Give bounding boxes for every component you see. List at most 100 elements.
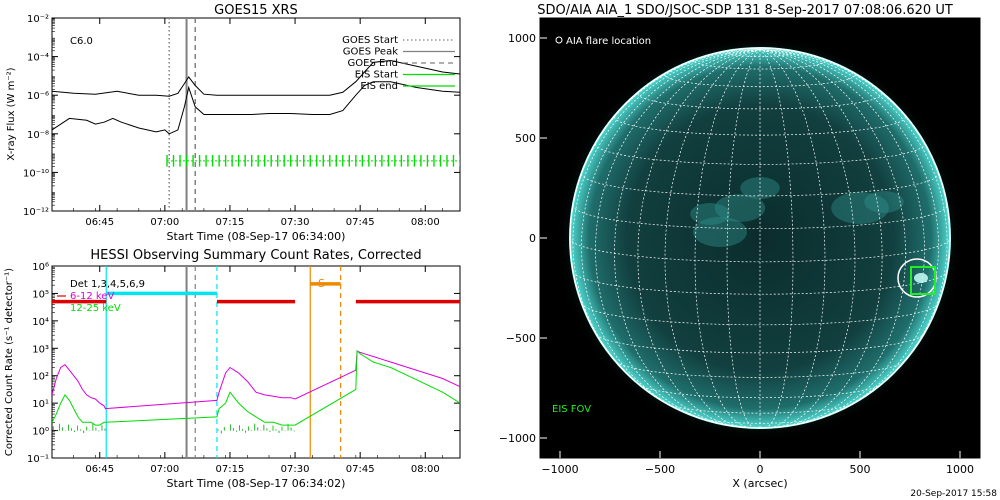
heliographic-grid-line: [581, 303, 939, 326]
heliographic-grid-line: [595, 143, 925, 165]
sun-disk: [556, 34, 964, 442]
aia-y-axis: 1000 500 0 −500 −1000: [499, 32, 547, 445]
eis-fov-box: [910, 266, 936, 295]
goes-x-tick-label: 08:00: [411, 217, 440, 228]
heliographic-grid-line: [694, 60, 826, 70]
heliographic-grid-line: [759, 49, 856, 428]
goes-x-tick-label: 07:00: [150, 217, 179, 228]
hessi-y-tick-label: 10²: [32, 372, 49, 383]
aia-y-tick-label: 1000: [508, 32, 536, 45]
heliographic-grid-line: [694, 49, 761, 429]
aia-x-label: X (arcsec): [732, 477, 787, 490]
goes-y-tick-label: 10⁻⁸: [27, 130, 49, 141]
heliographic-grid-line: [581, 173, 939, 197]
goes-legend-label: GOES Start: [342, 35, 398, 46]
hessi-x-tick-label: 07:30: [281, 464, 310, 475]
aia-x-tick-label: −1000: [541, 463, 578, 476]
heliographic-grid-line: [614, 49, 761, 426]
goes-panel: GOES15 XRS 10⁻² 10⁻⁴ 10⁻⁶ 10⁻⁸ 10⁻¹⁰ 10⁻¹² 06…: [6, 3, 461, 243]
heliographic-grid-line: [595, 49, 761, 424]
goes-x-tick-label: 07:30: [281, 217, 310, 228]
goes-x-tick-label: 07:45: [346, 217, 375, 228]
hessi-x-tick-label: 08:00: [411, 464, 440, 475]
hessi-y-tick-label: 10⁵: [32, 289, 49, 300]
hessi-y-tick-label: 10⁶: [32, 262, 49, 273]
hessi-panel: HESSI Observing Summary Count Rates, Cor…: [4, 248, 461, 490]
goes-x-axis: 06:45 07:00 07:15 07:30 07:45 08:00: [51, 18, 443, 228]
hessi-6-12-keV-line: [52, 350, 460, 410]
hessi-title: HESSI Observing Summary Count Rates, Cor…: [90, 248, 421, 263]
hessi-x-tick-label: 07:45: [346, 464, 375, 475]
goes-y-tick-label: 10⁻²: [27, 14, 49, 25]
heliographic-grid-line: [581, 49, 761, 418]
aia-x-tick-label: 1000: [946, 463, 974, 476]
aia-y-tick-label: −500: [506, 332, 536, 345]
aia-flare-legend: AIA flare location: [566, 36, 651, 47]
heliographic-grid-line: [726, 52, 794, 57]
goes-x-label: Start Time (08-Sep-17 06:34:00): [167, 230, 346, 243]
aia-x-tick-label: 0: [757, 463, 764, 476]
goes-y-tick-label: 10⁻⁴: [27, 53, 49, 64]
hessi-y-label: Corrected Count Rate (s⁻¹ detector⁻¹): [4, 268, 15, 456]
heliographic-grid-line: [759, 49, 948, 388]
goes-title: GOES15 XRS: [214, 3, 298, 18]
aia-title: SDO/AIA AIA_1 SDO/JSOC-SDP 131 8-Sep-201…: [537, 3, 953, 18]
hessi-plot-frame: [51, 265, 461, 459]
active-region-glow: [831, 192, 889, 224]
goes-x-tick-label: 06:45: [85, 217, 114, 228]
goes-long-channel-line: [52, 59, 460, 97]
active-region-glow: [693, 217, 747, 247]
hessi-event-markers: [105, 266, 342, 458]
hessi-legend-detectors: Det 1,3,4,5,6,9: [70, 279, 145, 290]
heliographic-grid-line: [572, 271, 948, 295]
hessi-x-tick-label: 07:00: [150, 464, 179, 475]
limb-outline: [569, 47, 951, 429]
hessi-x-axis: 06:45 07:00 07:15 07:30 07:45 08:00: [51, 266, 443, 475]
hessi-x-tick-label: 06:45: [85, 464, 114, 475]
goes-x-tick-label: 07:15: [216, 217, 245, 228]
goes-series: [52, 59, 460, 135]
footer-timestamp: 20-Sep-2017 15:58: [910, 489, 997, 499]
goes-legend-label: EIS Start: [355, 70, 398, 81]
hessi-y-tick-label: 10¹: [32, 399, 49, 410]
hessi-y-tick-label: 10³: [32, 344, 49, 355]
hessi-attenuator-bars: [52, 282, 460, 304]
heliographic-grid-line: [639, 384, 881, 399]
hessi-y-tick-label: 10⁰: [32, 427, 49, 438]
hessi-legend-high: 12-25 keV: [70, 303, 121, 314]
heliographic-grid-line: [572, 49, 761, 388]
goes-plot-frame: [51, 17, 461, 212]
hessi-y-tick-label: 10⁻¹: [27, 454, 49, 465]
heliographic-grid-line: [615, 361, 905, 378]
goes-y-tick-label: 10⁻¹⁰: [23, 168, 49, 179]
aia-y-tick-label: 0: [529, 232, 536, 245]
flare-location-legend-icon: [555, 36, 563, 44]
goes-legend-label: GOES Peak: [343, 47, 398, 58]
hessi-12-25-keV-line: [52, 349, 460, 426]
goes-y-label: X-ray Flux (W m⁻²): [6, 67, 17, 160]
goes-short-channel-line: [52, 81, 460, 135]
active-region-glow: [864, 191, 904, 213]
heliographic-grid-line: [637, 93, 883, 110]
heliographic-grid-line: [664, 49, 761, 428]
aia-panel: SDO/AIA AIA_1 SDO/JSOC-SDP 131 8-Sep-201…: [499, 3, 981, 490]
hessi-x-tick-label: 07:15: [216, 464, 245, 475]
goes-y-tick-label: 10⁻⁶: [27, 91, 49, 102]
eis-fov-legend: EIS FOV: [552, 404, 591, 415]
goes-eis-exposures: [166, 155, 460, 167]
goes-legend-label: GOES End: [348, 58, 398, 69]
aia-y-tick-label: 500: [515, 132, 536, 145]
goes-legend-label: EIS end: [360, 81, 398, 92]
heliographic-grid-line: [759, 49, 826, 429]
hessi-y-axis: 10⁶ 10⁵ 10⁴ 10³ 10² 10¹ 10⁰ 10⁻¹: [27, 262, 460, 465]
heliographic-grid-line: [759, 49, 925, 424]
heliographic-grid-line: [759, 49, 906, 426]
goes-event-markers: [168, 18, 196, 211]
active-region-glow: [714, 194, 766, 222]
aia-x-tick-label: −500: [645, 463, 675, 476]
heliographic-grid-line: [596, 334, 924, 354]
heliographic-grid-line: [759, 49, 939, 418]
